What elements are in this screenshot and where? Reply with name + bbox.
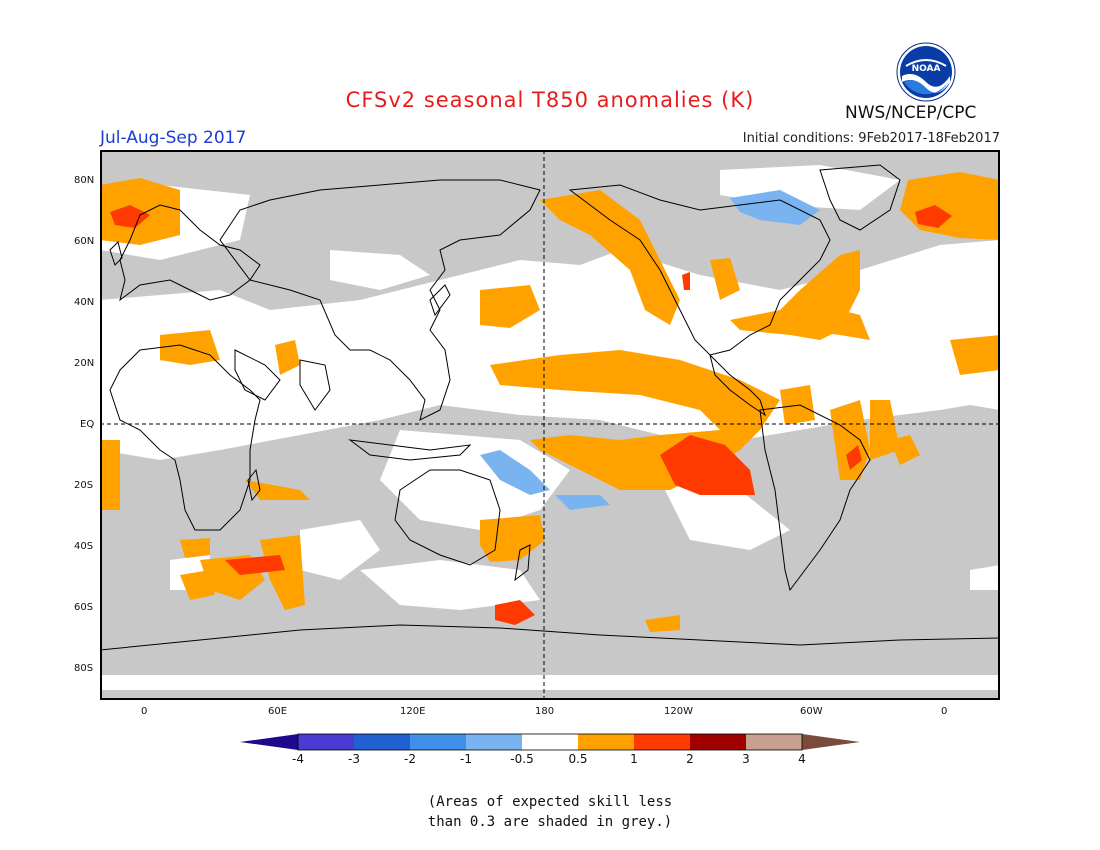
colorbar-segment <box>466 734 522 750</box>
lon-label: 60E <box>268 706 288 717</box>
colorbar-label: -3 <box>348 752 360 766</box>
colorbar-segment <box>746 734 802 750</box>
colorbar-label: -1 <box>460 752 472 766</box>
anomaly-map <box>100 150 1000 700</box>
lat-label: 20N <box>74 358 95 369</box>
colorbar-arrow-low <box>240 734 298 750</box>
lat-label: 80N <box>74 175 95 186</box>
colorbar-segment <box>522 734 578 750</box>
map-frame <box>100 150 1000 700</box>
colorbar-segment <box>298 734 354 750</box>
colorbar-label: -4 <box>292 752 304 766</box>
colorbar-label: 0.5 <box>568 752 588 766</box>
lon-label: 180 <box>535 706 555 717</box>
lon-label: 0 <box>941 706 948 717</box>
noaa-logo: NOAA <box>896 42 956 102</box>
lat-label: 80S <box>74 663 94 674</box>
colorbar-label: 4 <box>798 752 806 766</box>
lon-label: 120E <box>400 706 426 717</box>
lat-label: 40S <box>74 541 94 552</box>
colorbar <box>240 733 860 751</box>
initial-conditions: Initial conditions: 9Feb2017-18Feb2017 <box>742 131 1000 146</box>
colorbar-label: 2 <box>686 752 694 766</box>
skill-note: (Areas of expected skill less than 0.3 a… <box>0 792 1100 832</box>
lat-label: 40N <box>74 297 95 308</box>
colorbar-segment <box>354 734 410 750</box>
colorbar-segment <box>578 734 634 750</box>
lon-label: 0 <box>141 706 148 717</box>
map-title: CFSv2 seasonal T850 anomalies (K) <box>345 88 755 112</box>
colorbar-label: 3 <box>742 752 750 766</box>
colorbar-label: -0.5 <box>510 752 534 766</box>
lon-label: 60W <box>800 706 823 717</box>
colorbar-segment <box>410 734 466 750</box>
skill-note-line1: (Areas of expected skill less <box>427 794 673 810</box>
colorbar-label: 1 <box>630 752 638 766</box>
skill-note-line2: than 0.3 are shaded in grey.) <box>427 814 673 830</box>
lat-label: EQ <box>80 419 95 430</box>
agency-label: NWS/NCEP/CPC <box>845 103 977 123</box>
lat-label: 60N <box>74 236 95 247</box>
colorbar-segment <box>690 734 746 750</box>
logo-text: NOAA <box>912 64 941 74</box>
lon-label: 120W <box>664 706 693 717</box>
lat-label: 20S <box>74 480 94 491</box>
strong-warm-anomaly-regions <box>110 205 952 625</box>
coastlines <box>100 164 1000 651</box>
lat-label: 60S <box>74 602 94 613</box>
forecast-period: Jul-Aug-Sep 2017 <box>100 128 247 148</box>
cool-anomaly-regions <box>480 190 820 510</box>
colorbar-arrow-high <box>802 734 860 750</box>
colorbar-segment <box>634 734 690 750</box>
colorbar-label: -2 <box>404 752 416 766</box>
